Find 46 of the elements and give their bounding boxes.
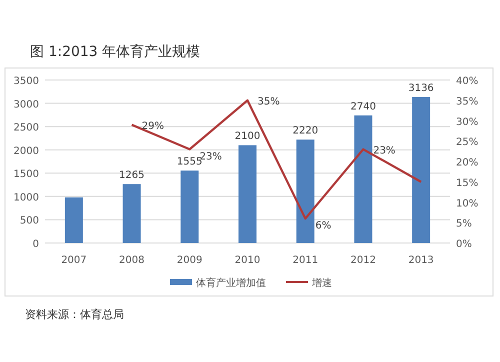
data-label: 2740 xyxy=(350,101,376,112)
x-tick-label: 2013 xyxy=(408,255,434,266)
plot: 0 500 1000 1500 2000 2500 3000 3500 0% 5% 10% 15% 20% 25% 30% 35% 40% 2007 2008 2009 2010 2011 2012 2013 1265 1555 2100 2220 2740 3136 29% 23% 35% 6% 23% xyxy=(14,76,478,266)
x-tick-label: 2011 xyxy=(292,255,318,266)
y2-tick-label: 5% xyxy=(456,218,472,230)
y2-tick-label: 35% xyxy=(456,96,478,108)
y2-tick-label: 40% xyxy=(456,76,478,87)
bar xyxy=(238,145,256,243)
bar xyxy=(122,184,141,243)
x-tick-label: 2007 xyxy=(61,255,87,266)
y-tick-label: 500 xyxy=(20,216,39,227)
text: 资料来源：体育总局 xyxy=(25,308,124,321)
data-label: 35% xyxy=(258,96,280,108)
x-tick-label: 2008 xyxy=(119,255,145,266)
data-label: 29% xyxy=(142,120,164,132)
bar xyxy=(180,170,199,243)
y2-tick-label: 20% xyxy=(456,158,478,168)
y-tick-label: 2000 xyxy=(14,146,39,157)
chart-title: 图 1:2013 年体育产业规模 xyxy=(30,43,200,60)
x-tick-label: 2010 xyxy=(234,255,260,266)
y-tick-label: 1500 xyxy=(14,169,39,180)
y-tick-label: 3000 xyxy=(14,99,39,110)
data-label: 2100 xyxy=(234,131,260,142)
legend-label: 体育产业增加值 xyxy=(196,277,266,289)
y-tick-label: 2500 xyxy=(14,122,39,134)
data-label: 23% xyxy=(373,145,396,156)
bar xyxy=(64,197,83,243)
data-label: 6% xyxy=(315,220,332,232)
y2-tick-label: 25% xyxy=(456,137,478,148)
y2-tick-label: 10% xyxy=(456,198,478,210)
y-tick-label: 1000 xyxy=(14,192,39,204)
data-label: 2220 xyxy=(292,126,318,137)
bar xyxy=(296,140,314,243)
y2-tick-label: 15% xyxy=(456,178,478,189)
legend-label: 增速 xyxy=(311,277,332,289)
data-label: 1265 xyxy=(119,170,145,182)
x-tick-label: 2009 xyxy=(176,255,202,266)
bar xyxy=(412,96,430,243)
x-tick-label: 2012 xyxy=(350,255,376,266)
y-tick-label: 3500 xyxy=(14,76,39,87)
data-label: 1555 xyxy=(176,156,202,168)
data-label: 3136 xyxy=(408,82,434,94)
y2-tick-label: 0% xyxy=(456,239,472,250)
y-tick-label: 0 xyxy=(32,239,39,250)
bar xyxy=(354,115,372,243)
y2-tick-label: 30% xyxy=(456,116,478,128)
